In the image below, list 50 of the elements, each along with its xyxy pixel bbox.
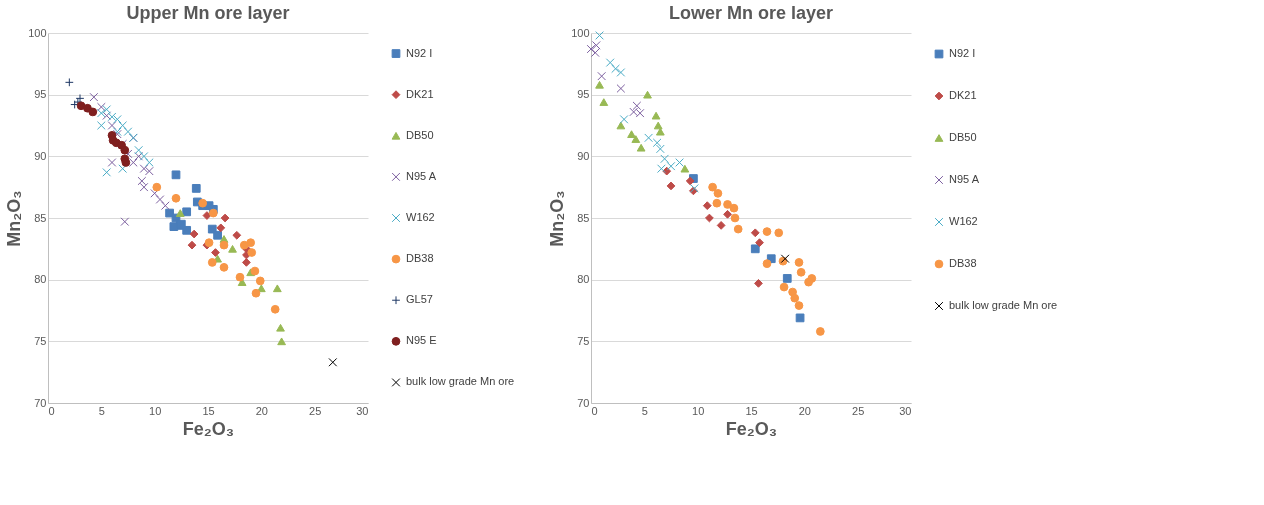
legend-label: N92 I: [949, 47, 976, 59]
x-tick-label: 20: [798, 404, 811, 417]
legend-label: DK21: [406, 87, 434, 100]
x-axis-title: Fe₂O₃: [725, 418, 778, 439]
y-tick-label: 100: [571, 26, 590, 39]
legend-label: bulk low grade Mn ore: [949, 299, 1058, 311]
chart-title: Lower Mn ore layer: [668, 3, 834, 23]
x-tick-label: 15: [745, 404, 758, 417]
y-tick-label: 90: [577, 149, 590, 162]
x-tick-label: 25: [309, 404, 322, 417]
y-tick-label: 85: [34, 211, 47, 224]
y-tick-label: 85: [577, 211, 590, 224]
x-tick-label: 20: [255, 404, 268, 417]
x-axis-title: Fe₂O₃: [182, 418, 235, 439]
y-tick-label: 95: [34, 88, 47, 101]
legend-label: DB50: [406, 128, 434, 141]
x-tick-label: 15: [202, 404, 215, 417]
x-tick-label: 30: [356, 404, 369, 417]
legend-label: DB38: [949, 257, 977, 269]
x-tick-label: 5: [641, 404, 648, 417]
x-tick-label: 0: [48, 404, 55, 417]
legend-label: DB50: [949, 131, 977, 143]
y-tick-label: 70: [577, 396, 590, 409]
legend-label: W162: [949, 215, 978, 227]
y-tick-label: 90: [34, 149, 47, 162]
y-axis-title: Mn₂O₃: [4, 190, 25, 247]
y-tick-label: 80: [34, 273, 47, 286]
x-tick-label: 10: [692, 404, 705, 417]
y-tick-label: 75: [34, 334, 47, 347]
x-tick-label: 0: [591, 404, 598, 417]
y-axis-title: Mn₂O₃: [547, 190, 568, 247]
y-tick-label: 70: [34, 396, 47, 409]
x-tick-label: 10: [149, 404, 162, 417]
legend-label: N92 I: [406, 46, 433, 59]
x-tick-label: 25: [852, 404, 865, 417]
chart-title: Upper Mn ore layer: [126, 3, 290, 23]
legend-label: DB38: [406, 252, 434, 265]
legend-label: GL57: [406, 293, 433, 306]
legend-label: N95 E: [406, 334, 437, 347]
legend-label: W162: [406, 211, 435, 223]
y-tick-label: 80: [577, 273, 590, 286]
y-tick-label: 95: [577, 88, 590, 101]
legend-label: DK21: [949, 89, 977, 101]
legend-label: bulk low grade Mn ore: [406, 375, 515, 388]
legend-label: N95 A: [949, 173, 980, 185]
x-tick-label: 30: [899, 404, 912, 417]
legend-label: N95 A: [406, 169, 437, 182]
x-tick-label: 5: [98, 404, 105, 417]
y-tick-label: 100: [28, 26, 47, 39]
y-tick-label: 75: [577, 334, 590, 347]
